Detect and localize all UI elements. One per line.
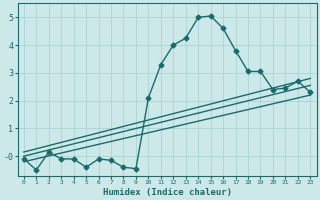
X-axis label: Humidex (Indice chaleur): Humidex (Indice chaleur) xyxy=(103,188,232,197)
